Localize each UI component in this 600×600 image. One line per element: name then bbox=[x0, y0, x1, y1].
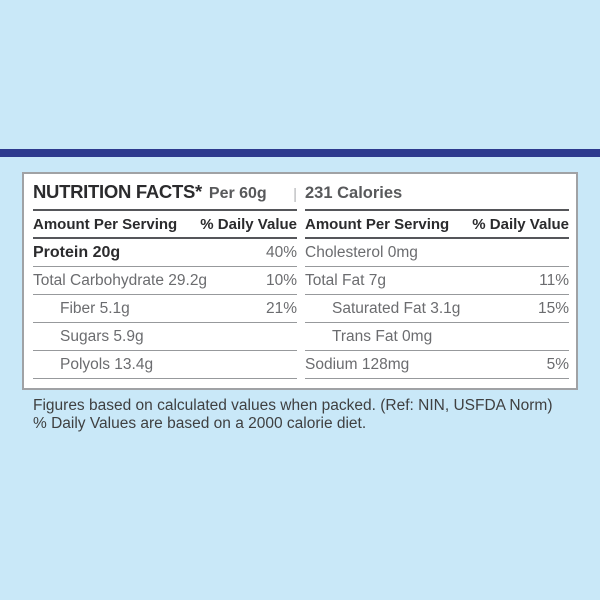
nutrient-label: Protein 20g bbox=[33, 243, 121, 261]
nutrient-daily-value: 15% bbox=[537, 299, 569, 317]
nutrient-daily-value: 40% bbox=[265, 243, 297, 261]
footnote-line-1: Figures based on calculated values when … bbox=[33, 397, 553, 414]
nutrient-daily-value: 10% bbox=[265, 271, 297, 289]
column-header-row-right: Amount Per Serving % Daily Value bbox=[305, 211, 569, 239]
nutrient-row-total-fat: Total Fat 7g 11% bbox=[305, 267, 569, 295]
nutrient-label: Polyols 13.4g bbox=[60, 355, 154, 373]
footnotes: Figures based on calculated values when … bbox=[33, 397, 552, 433]
nutrient-row-protein: Protein 20g 40% bbox=[33, 239, 297, 267]
panel-title-row-right: 231 Calories bbox=[305, 174, 569, 211]
nutrient-row-sugars: Sugars 5.9g bbox=[33, 323, 297, 351]
nutrient-label: Sugars 5.9g bbox=[60, 327, 144, 345]
nutrition-column-right: 231 Calories Amount Per Serving % Daily … bbox=[305, 174, 569, 379]
nutrient-label: Sodium 128mg bbox=[305, 355, 410, 373]
nutrient-daily-value: 21% bbox=[265, 299, 297, 317]
footnote-line-2: % Daily Values are based on a 2000 calor… bbox=[33, 415, 367, 432]
nutrient-row-total-carbohydrate: Total Carbohydrate 29.2g 10% bbox=[33, 267, 297, 295]
nutrient-row-fiber: Fiber 5.1g 21% bbox=[33, 295, 297, 323]
nutrient-row-trans-fat: Trans Fat 0mg bbox=[305, 323, 569, 351]
daily-value-header: % Daily Value bbox=[200, 215, 297, 233]
nutrition-facts-title: NUTRITION FACTS* bbox=[33, 181, 202, 202]
nutrient-row-sodium: Sodium 128mg 5% bbox=[305, 351, 569, 379]
nutrition-facts-panel: NUTRITION FACTS* Per 60g | Amount Per Se… bbox=[22, 172, 578, 390]
nutrient-row-cholesterol: Cholesterol 0mg bbox=[305, 239, 569, 267]
nutrient-label: Saturated Fat 3.1g bbox=[332, 299, 461, 317]
amount-per-serving-header: Amount Per Serving bbox=[33, 215, 178, 233]
nutrient-row-polyols: Polyols 13.4g bbox=[33, 351, 297, 379]
calories-title: 231 Calories bbox=[305, 184, 403, 202]
nutrient-label: Fiber 5.1g bbox=[60, 299, 130, 317]
amount-per-serving-header: Amount Per Serving bbox=[305, 215, 450, 233]
nutrient-row-saturated-fat: Saturated Fat 3.1g 15% bbox=[305, 295, 569, 323]
column-header-row-left: Amount Per Serving % Daily Value bbox=[33, 211, 297, 239]
nutrition-column-left: NUTRITION FACTS* Per 60g | Amount Per Se… bbox=[33, 174, 297, 379]
nutrient-label: Total Carbohydrate 29.2g bbox=[33, 271, 208, 289]
title-divider: | bbox=[293, 186, 297, 203]
nutrient-daily-value: 5% bbox=[546, 355, 569, 373]
nutrient-label: Trans Fat 0mg bbox=[332, 327, 433, 345]
brand-accent-bar bbox=[0, 149, 600, 157]
panel-title-row-left: NUTRITION FACTS* Per 60g | bbox=[33, 174, 297, 211]
nutrient-daily-value: 11% bbox=[539, 271, 569, 289]
serving-size: Per 60g bbox=[208, 185, 267, 202]
nutrient-label: Total Fat 7g bbox=[305, 271, 386, 289]
nutrient-label: Cholesterol 0mg bbox=[305, 243, 418, 261]
daily-value-header: % Daily Value bbox=[472, 215, 569, 233]
